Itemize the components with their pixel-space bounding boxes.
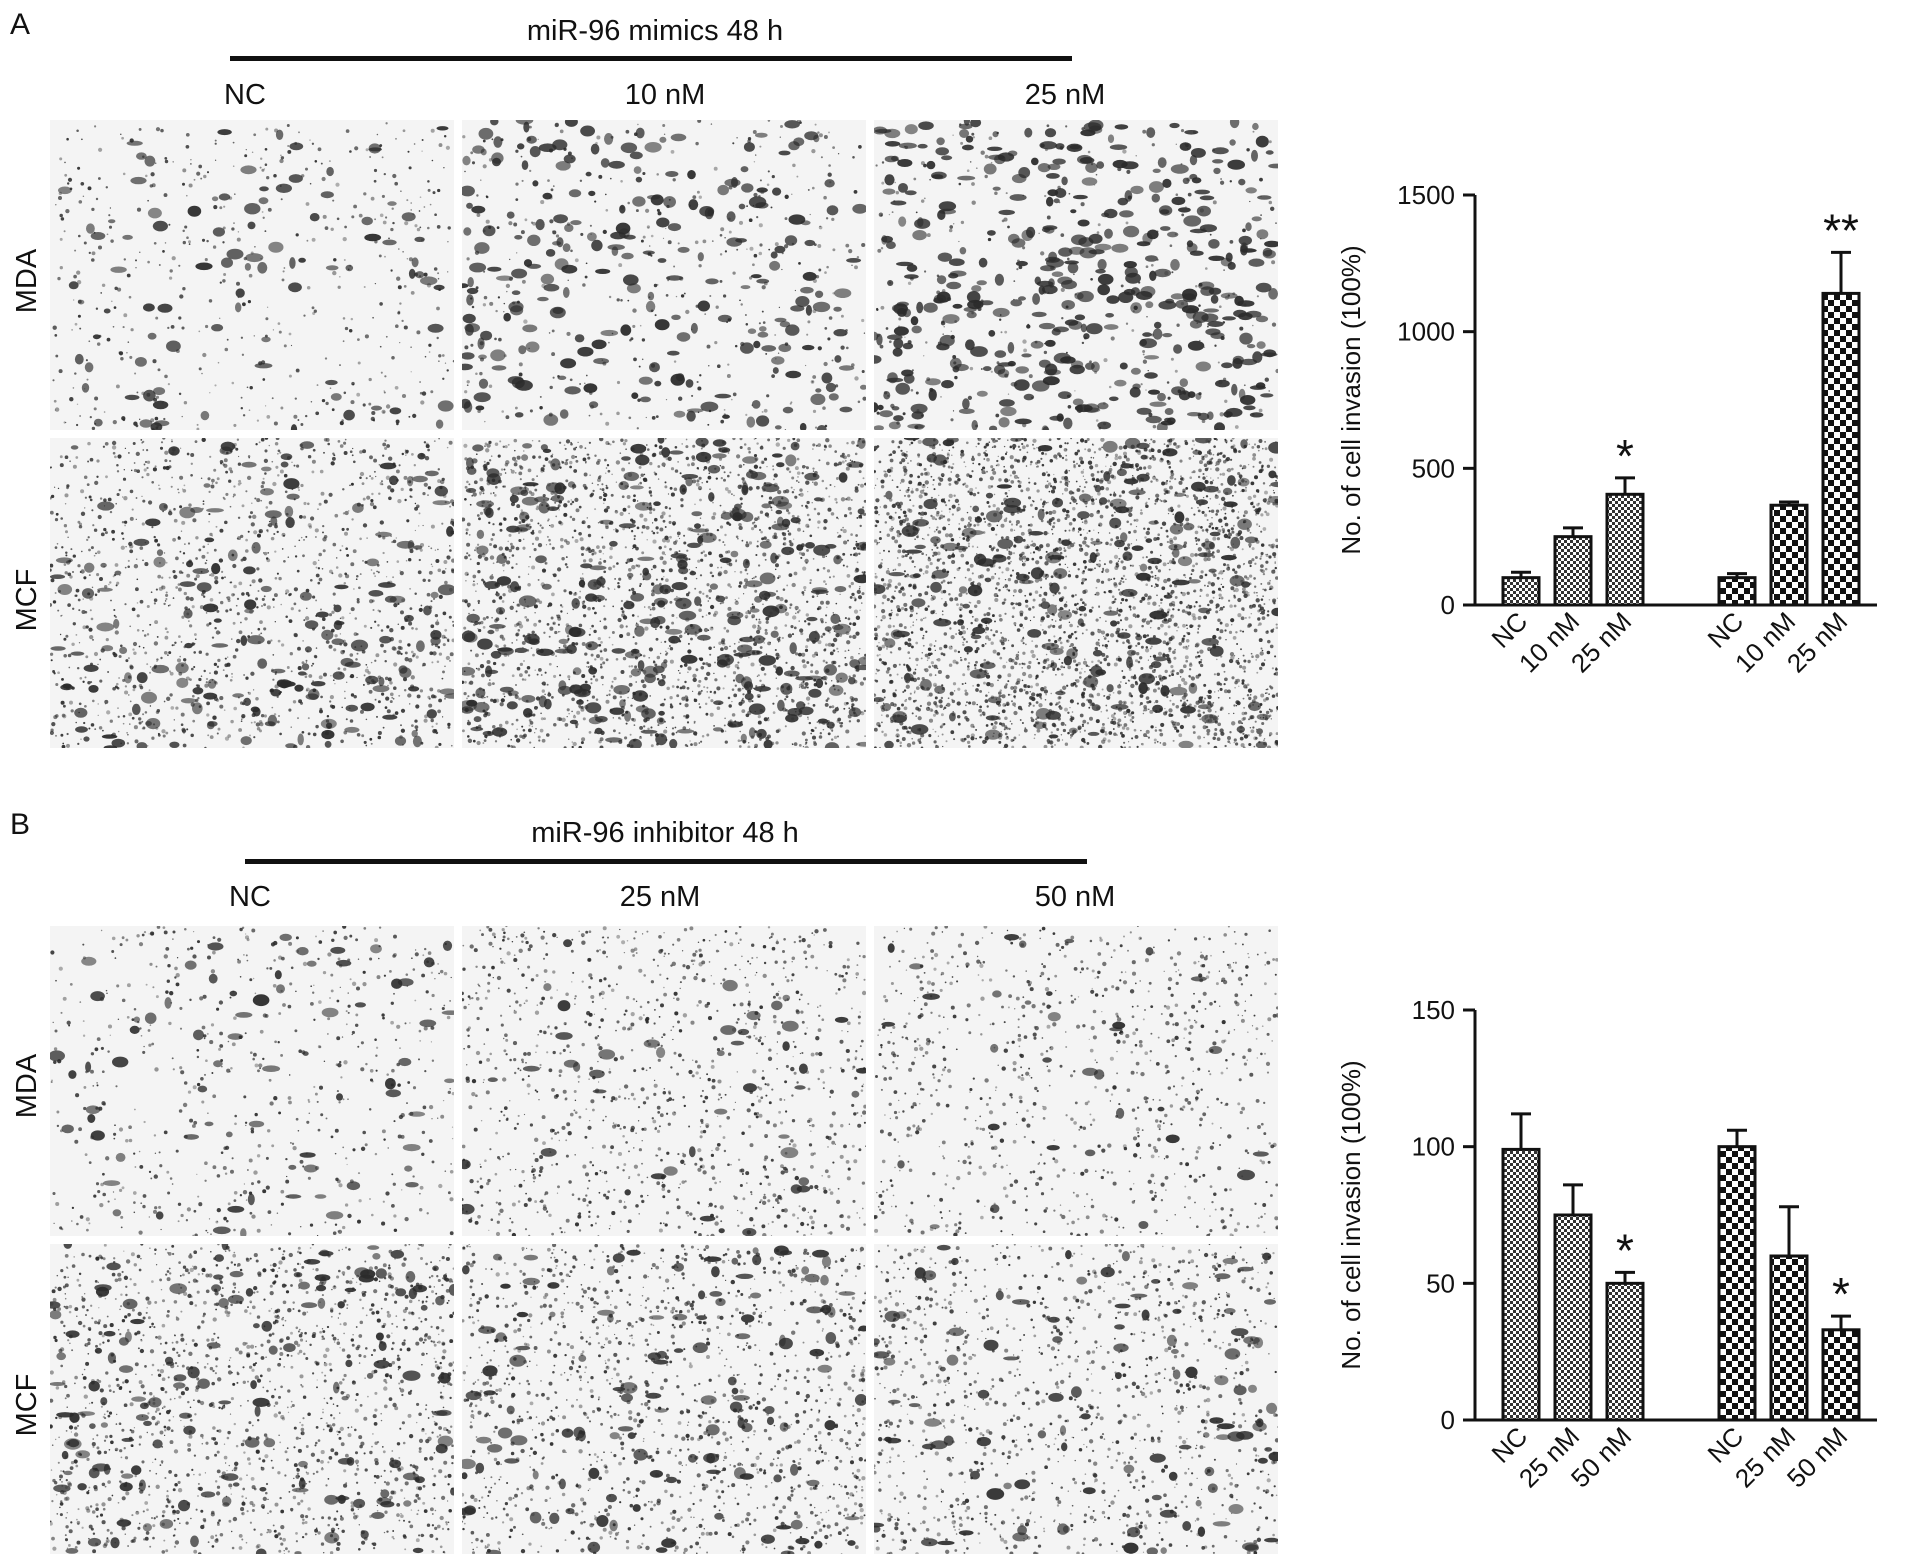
significance-marker: * — [1616, 1224, 1634, 1276]
micrograph-b-mcf-25nm — [462, 1244, 866, 1554]
panel-a-title: miR-96 mimics 48 h — [526, 15, 784, 47]
bar — [1501, 1147, 1541, 1422]
panel-b-row-label: MDA — [11, 1053, 43, 1119]
y-tick-label: 0 — [1441, 590, 1455, 620]
y-tick-label: 100 — [1412, 1132, 1455, 1162]
chart-b: No. of cell invasion (100%) 0 50 100 150 NC 25… — [1330, 965, 1890, 1555]
micrograph-a-mcf-10nm — [462, 438, 866, 748]
bar — [1605, 1281, 1645, 1422]
micrograph-a-mda-nc — [50, 120, 454, 430]
y-axis-label: No. of cell invasion (100%) — [1336, 245, 1366, 554]
panel-letter-a: A — [10, 8, 31, 41]
panel-b-row-label: MCF — [11, 1373, 43, 1437]
bar — [1821, 291, 1861, 607]
panel-a-col-label: 10 nM — [624, 79, 706, 111]
bar-chart-svg: No. of cell invasion (100%)050010001500N… — [1336, 180, 1877, 678]
significance-marker: * — [1616, 430, 1634, 482]
panel-a-row-label: MCF — [11, 568, 43, 632]
panel-b-col-label: 25 nM — [619, 881, 701, 913]
bar — [1501, 576, 1541, 607]
micrograph-b-mcf-nc — [50, 1244, 454, 1554]
bar-chart-svg: No. of cell invasion (100%)050100150NC25… — [1336, 995, 1877, 1493]
micrograph-a-mda-25nm — [874, 120, 1278, 430]
x-tick-label: 50 nM — [1565, 1421, 1637, 1493]
x-tick-label: 25 nM — [1781, 606, 1853, 678]
bar — [1769, 503, 1809, 607]
micrograph-b-mcf-50nm — [874, 1244, 1278, 1554]
panel-a-col-label: NC — [224, 79, 266, 111]
significance-marker: ** — [1823, 204, 1859, 256]
panel-a-row-label: MDA — [11, 248, 43, 314]
y-tick-label: 150 — [1412, 995, 1455, 1025]
panel-b-title: miR-96 inhibitor 48 h — [531, 817, 799, 849]
panel-a-bracket — [230, 56, 1072, 61]
micrograph-b-mda-nc — [50, 926, 454, 1236]
bar — [1717, 576, 1757, 607]
panel-b-bracket — [245, 859, 1087, 864]
bar — [1553, 1213, 1593, 1422]
y-tick-label: 500 — [1412, 453, 1455, 483]
micrograph-a-mda-10nm — [462, 120, 866, 430]
micrograph-a-mcf-25nm — [874, 438, 1278, 748]
panel-letter-b: B — [10, 808, 31, 841]
chart-a: No. of cell invasion (100%) 0 500 1000 1500 N… — [1330, 150, 1890, 720]
y-tick-label: 1500 — [1397, 180, 1455, 210]
bar — [1717, 1145, 1757, 1422]
panel-a-col-label: 25 nM — [1024, 79, 1106, 111]
bar — [1769, 1254, 1809, 1422]
panel-b-col-label: NC — [229, 881, 271, 913]
panel-b-col-label: 50 nM — [1034, 881, 1116, 913]
significance-marker: * — [1832, 1268, 1850, 1320]
micrograph-a-mcf-nc — [50, 438, 454, 748]
y-tick-label: 1000 — [1397, 317, 1455, 347]
y-tick-label: 50 — [1426, 1268, 1455, 1298]
y-axis-label: No. of cell invasion (100%) — [1336, 1060, 1366, 1369]
micrograph-b-mda-50nm — [874, 926, 1278, 1236]
micrograph-b-mda-25nm — [462, 926, 866, 1236]
bar — [1821, 1328, 1861, 1422]
bar — [1553, 535, 1593, 607]
x-tick-label: 25 nM — [1565, 606, 1637, 678]
y-tick-label: 0 — [1441, 1405, 1455, 1435]
bar — [1605, 492, 1645, 607]
x-tick-label: 50 nM — [1781, 1421, 1853, 1493]
